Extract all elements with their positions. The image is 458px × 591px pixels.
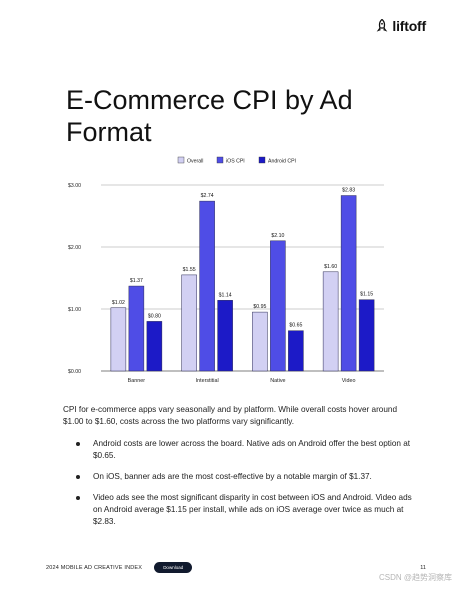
bar [322,271,339,372]
bar [270,240,286,372]
bar-value-label: $1.55 [183,267,196,273]
watermark: CSDN @趋势洞察库 [378,573,452,582]
bullet-item: Video ads see the most significant dispa… [63,492,418,528]
bar-value-label: $2.83 [342,188,355,194]
bullet-item: Android costs are lower across the board… [63,438,418,462]
bullet-dot-icon [76,475,80,479]
bullet-item: On iOS, banner ads are the most cost-eff… [63,471,418,483]
bar-value-label: $1.37 [130,278,143,284]
y-tick-label: $3.00 [68,183,81,189]
bar-value-label: $1.15 [360,292,373,298]
x-tick-label: Native [270,378,285,384]
y-tick-label: $1.00 [68,307,81,313]
body-text: CPI for e-commerce apps vary seasonally … [63,404,418,537]
legend-label: Overall [187,159,203,165]
bar-value-label: $1.02 [112,300,125,306]
bullet-dot-icon [76,496,80,500]
download-button[interactable]: Download [154,562,193,573]
page-title: E-Commerce CPI by Ad Format [66,85,353,148]
x-tick-label: Video [342,378,356,384]
legend-label: Android CPI [268,159,296,165]
bar [288,330,304,372]
bar-value-label: $1.14 [219,292,232,298]
x-tick-label: Banner [128,378,146,384]
bar [217,300,233,372]
bar-value-label: $2.74 [201,193,214,199]
cpi-bar-chart: Overall iOS CPI Android CPI $0.00 $1.00 $2.00… [68,156,384,384]
bar-value-label: $2.10 [271,233,284,239]
bar-value-label: $0.65 [289,323,302,329]
bar-value-label: $0.80 [148,313,161,319]
bar [128,285,145,372]
bullet-text: On iOS, banner ads are the most cost-eff… [93,472,372,481]
page-footer: 2024 MOBILE AD CREATIVE INDEX Download 1… [46,562,426,573]
legend-swatch [258,156,266,164]
bar [340,195,357,372]
bar-value-label: $1.60 [324,264,337,270]
legend-label: iOS CPI [226,159,245,165]
legend-swatch [216,156,224,164]
bar [199,200,215,372]
x-tick-label: Interstitial [196,378,219,384]
page-number: 11 [420,564,426,571]
brand-logo: liftoff [376,18,426,34]
rocket-icon [377,19,388,32]
bar [181,274,197,372]
bar-value-label: $0.95 [253,304,266,310]
legend-swatch [177,156,185,164]
y-tick-label: $0.00 [68,369,81,375]
bullet-list: Android costs are lower across the board… [63,438,418,528]
bar [110,307,127,372]
footer-label: 2024 MOBILE AD CREATIVE INDEX [46,564,143,571]
bullet-dot-icon [76,442,80,446]
brand-name: liftoff [392,18,426,34]
bullet-text: Android costs are lower across the board… [93,439,411,460]
bar [146,321,163,372]
intro-paragraph: CPI for e-commerce apps vary seasonally … [63,405,398,426]
bar [358,299,375,372]
y-tick-label: $2.00 [68,245,81,251]
bar [252,311,268,372]
bullet-text: Video ads see the most significant dispa… [93,493,412,526]
